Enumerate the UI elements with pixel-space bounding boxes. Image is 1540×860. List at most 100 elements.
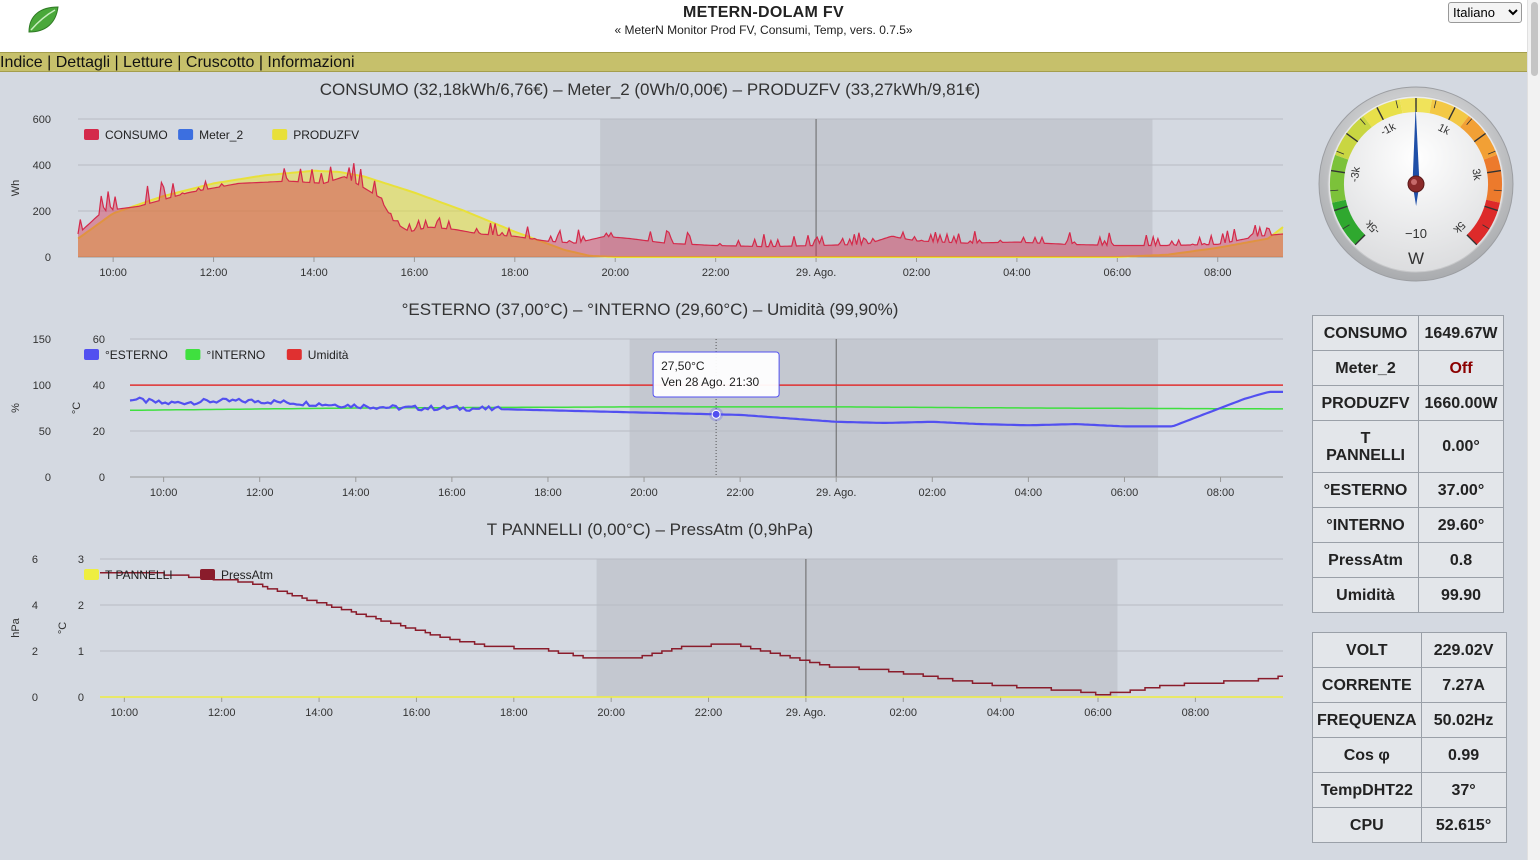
- stat-label: CPU: [1312, 807, 1422, 843]
- nav-separator: |: [42, 54, 56, 71]
- temperature-chart[interactable]: °ESTERNO (37,00°C) – °INTERNO (29,60°C) …: [0, 296, 1300, 510]
- x-tick-label: 29. Ago.: [816, 487, 856, 499]
- x-tick-label: 04:00: [1003, 267, 1031, 279]
- stat-value: 37°: [1420, 772, 1507, 808]
- stat-label: °ESTERNO: [1312, 472, 1419, 508]
- stat-row: CONSUMO 1649.67W: [1312, 315, 1504, 351]
- y2-tick-label: 2: [78, 600, 84, 612]
- stat-row: Cos φ 0.99: [1312, 737, 1507, 773]
- y2-tick-label: 3: [78, 554, 84, 566]
- stat-label: CORRENTE: [1312, 667, 1422, 703]
- gauge-band: [1332, 199, 1366, 245]
- y-tick-label: 200: [33, 206, 51, 218]
- legend-item[interactable]: °INTERNO: [206, 348, 265, 362]
- gauge-tick: [1473, 132, 1486, 143]
- x-tick-label: 18:00: [500, 707, 528, 719]
- gauge-tick: [1395, 100, 1399, 109]
- energy-chart[interactable]: CONSUMO (32,18kWh/6,76€) – Meter_2 (0Wh/…: [0, 76, 1300, 290]
- x-tick-label: 10:00: [99, 267, 127, 279]
- tooltip-box: [652, 351, 780, 398]
- x-tick-label: 02:00: [903, 267, 931, 279]
- nav-indice[interactable]: Indice: [0, 54, 43, 71]
- x-tick-label: 04:00: [1015, 487, 1043, 499]
- series-esterno-line: [129, 390, 1283, 428]
- stat-value: 229.02V: [1420, 632, 1507, 668]
- legend-swatch: [200, 569, 215, 580]
- energy-chart-plot[interactable]: 0 200 400 600 Wh 10:00 12:00 14:00 16:00 18:00 20:…: [0, 76, 1300, 290]
- y2-tick-label: 20: [93, 426, 105, 438]
- stat-label: Meter_2: [1312, 350, 1419, 386]
- legend-item[interactable]: PressAtm: [221, 568, 273, 582]
- y-axis-title: hPa: [10, 617, 22, 637]
- page-scrollbar[interactable]: [1527, 0, 1540, 860]
- nav-cruscotto[interactable]: Cruscotto: [185, 54, 255, 71]
- nav-separator: |: [110, 54, 124, 71]
- legend-item[interactable]: CONSUMO: [105, 128, 168, 142]
- gauge-tick: [1493, 189, 1502, 192]
- nav-informazioni[interactable]: Informazioni: [267, 54, 355, 71]
- series-produzfv-line: [77, 169, 1284, 258]
- stat-value: 50.02Hz: [1420, 702, 1507, 738]
- energy-chart-title: CONSUMO (32,18kWh/6,76€) – Meter_2 (0Wh/…: [319, 80, 981, 99]
- night-band: [596, 559, 1118, 697]
- gauge-band: [1363, 99, 1403, 128]
- y2-axis-title: °C: [71, 402, 83, 414]
- nav-separator: |: [172, 54, 186, 71]
- series-interno-line: [129, 406, 1283, 412]
- legend-swatch: [84, 349, 99, 360]
- stat-label: TempDHT22: [1312, 772, 1422, 808]
- gauge-tick: [1330, 169, 1345, 174]
- gauge-scale-label: -3k: [1349, 166, 1363, 183]
- gauge-tick: [1346, 132, 1359, 143]
- y-tick-label: 0: [45, 472, 51, 484]
- x-tick-label: 16:00: [438, 487, 466, 499]
- stat-value: 0.00°: [1418, 420, 1504, 473]
- x-tick-label: 14:00: [305, 707, 333, 719]
- y-tick-label: 0: [32, 692, 38, 704]
- y2-tick-label: 40: [93, 380, 105, 392]
- x-tick-label: 10:00: [111, 707, 139, 719]
- stat-value: 7.27A: [1420, 667, 1507, 703]
- gauge-tick: [1466, 234, 1478, 246]
- leaf-icon[interactable]: [26, 5, 60, 35]
- stat-row: CORRENTE 7.27A: [1312, 667, 1507, 703]
- y2-tick-label: 60: [93, 334, 105, 346]
- y-tick-label: 2: [32, 646, 38, 658]
- legend-item[interactable]: Meter_2: [199, 128, 243, 142]
- nav-letture[interactable]: Letture: [123, 54, 173, 71]
- y2-tick-label: 0: [78, 692, 84, 704]
- legend-item[interactable]: °ESTERNO: [105, 348, 168, 362]
- tooltip-date: Ven 28 Ago. 21:30: [661, 375, 759, 389]
- stat-row: T PANNELLI 0.00°: [1312, 420, 1504, 473]
- x-tick-label: 06:00: [1111, 487, 1139, 499]
- panels-pressure-chart-plot[interactable]: 0 2 4 6 0 1 2 3 hPa °C 10:00 12:00 14:00 16:00 18:00 20…: [0, 516, 1300, 730]
- stat-row: Meter_2 Off: [1312, 350, 1504, 386]
- gauge-tick: [1487, 169, 1502, 174]
- gauge-tick: [1359, 118, 1366, 125]
- legend-item[interactable]: T PANNELLI: [105, 568, 173, 582]
- stat-label: PressAtm: [1312, 542, 1419, 578]
- x-tick-label: 18:00: [534, 487, 562, 499]
- legend-item[interactable]: PRODUZFV: [293, 128, 359, 142]
- x-tick-label: 08:00: [1182, 707, 1210, 719]
- y-tick-label: 600: [33, 114, 51, 126]
- nav-dettagli[interactable]: Dettagli: [55, 54, 110, 71]
- stat-value: 1649.67W: [1418, 315, 1504, 351]
- language-select[interactable]: Italiano: [1448, 2, 1522, 23]
- sensor-values-table: CONSUMO 1649.67W Meter_2 Off PRODUZFV 1660.00…: [1312, 315, 1504, 613]
- panels-pressure-chart[interactable]: T PANNELLI (0,00°C) – PressAtm (0,9hPa) …: [0, 516, 1300, 730]
- legend-swatch: [286, 349, 302, 360]
- stat-row: FREQUENZA 50.02Hz: [1312, 702, 1507, 738]
- panels-pressure-chart-title: T PANNELLI (0,00°C) – PressAtm (0,9hPa): [486, 520, 814, 539]
- legend-swatch: [84, 129, 99, 140]
- y-tick-label: 50: [39, 426, 51, 438]
- series-pressatm-line: [100, 572, 1283, 696]
- temperature-chart-plot[interactable]: 0 50 100 150 0 20 40 60% °C 10:00 12:00 14:00 16:00 1…: [0, 296, 1300, 510]
- tooltip-point: [711, 409, 721, 419]
- gauge-value: −10: [1405, 226, 1427, 241]
- stat-value: 1660.00W: [1418, 385, 1504, 421]
- y-tick-label: 6: [32, 554, 38, 566]
- scrollbar-thumb[interactable]: [1531, 2, 1538, 76]
- legend-item[interactable]: Umidità: [308, 348, 349, 362]
